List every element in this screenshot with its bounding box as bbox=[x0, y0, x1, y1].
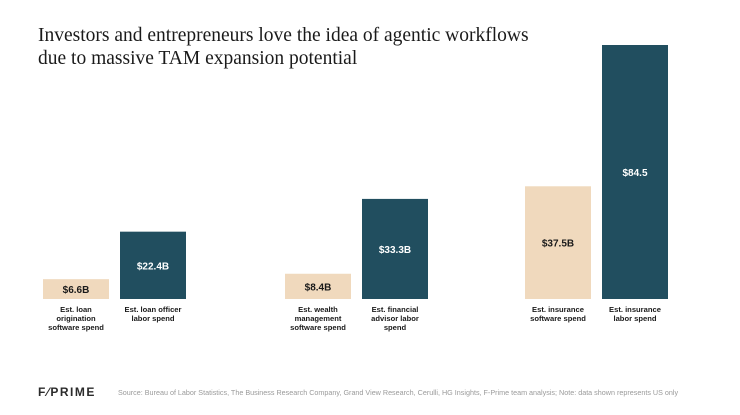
category-label-0-0-1: origination bbox=[56, 314, 96, 323]
bar-2-1 bbox=[602, 45, 668, 299]
bar-0-0 bbox=[43, 279, 109, 299]
category-label-2-0-1: software spend bbox=[530, 314, 586, 323]
bar-2-0 bbox=[525, 186, 591, 299]
category-label-1-1-1: advisor labor bbox=[371, 314, 419, 323]
category-label-0-1-0: Est. loan officer bbox=[125, 305, 182, 314]
value-label-1-0: $8.4B bbox=[305, 282, 332, 293]
category-label-2-0-0: Est. insurance bbox=[532, 305, 584, 314]
bar-0-1 bbox=[120, 231, 186, 299]
value-label-2-0: $37.5B bbox=[542, 239, 574, 250]
category-label-2-1-0: Est. insurance bbox=[609, 305, 661, 314]
category-label-1-0-0: Est. wealth bbox=[298, 305, 338, 314]
fprime-logo: F⁄PRIME bbox=[38, 385, 96, 399]
bar-1-0 bbox=[285, 273, 351, 299]
category-label-2-1-1: labor spend bbox=[613, 314, 656, 323]
bar-1-1 bbox=[362, 198, 428, 299]
value-label-0-0: $6.6B bbox=[63, 285, 90, 296]
category-label-0-0-2: software spend bbox=[48, 323, 104, 332]
value-label-1-1: $33.3B bbox=[379, 245, 411, 256]
chart-title-line-2: due to massive TAM expansion potential bbox=[38, 48, 358, 69]
category-label-1-0-1: management bbox=[295, 314, 342, 323]
source-note: Source: Bureau of Labor Statistics, The … bbox=[118, 388, 679, 397]
category-label-1-1-0: Est. financial bbox=[372, 305, 419, 314]
value-label-0-1: $22.4B bbox=[137, 261, 169, 272]
chart-title: Investors and entrepreneurs love the ide… bbox=[38, 24, 598, 70]
value-label-2-1: $84.5 bbox=[622, 168, 647, 179]
category-label-0-0-0: Est. loan bbox=[60, 305, 92, 314]
category-label-0-1-1: labor spend bbox=[131, 314, 174, 323]
chart-title-line-1: Investors and entrepreneurs love the ide… bbox=[38, 25, 529, 46]
category-label-1-0-2: software spend bbox=[290, 323, 346, 332]
category-label-1-1-2: spend bbox=[384, 323, 407, 332]
